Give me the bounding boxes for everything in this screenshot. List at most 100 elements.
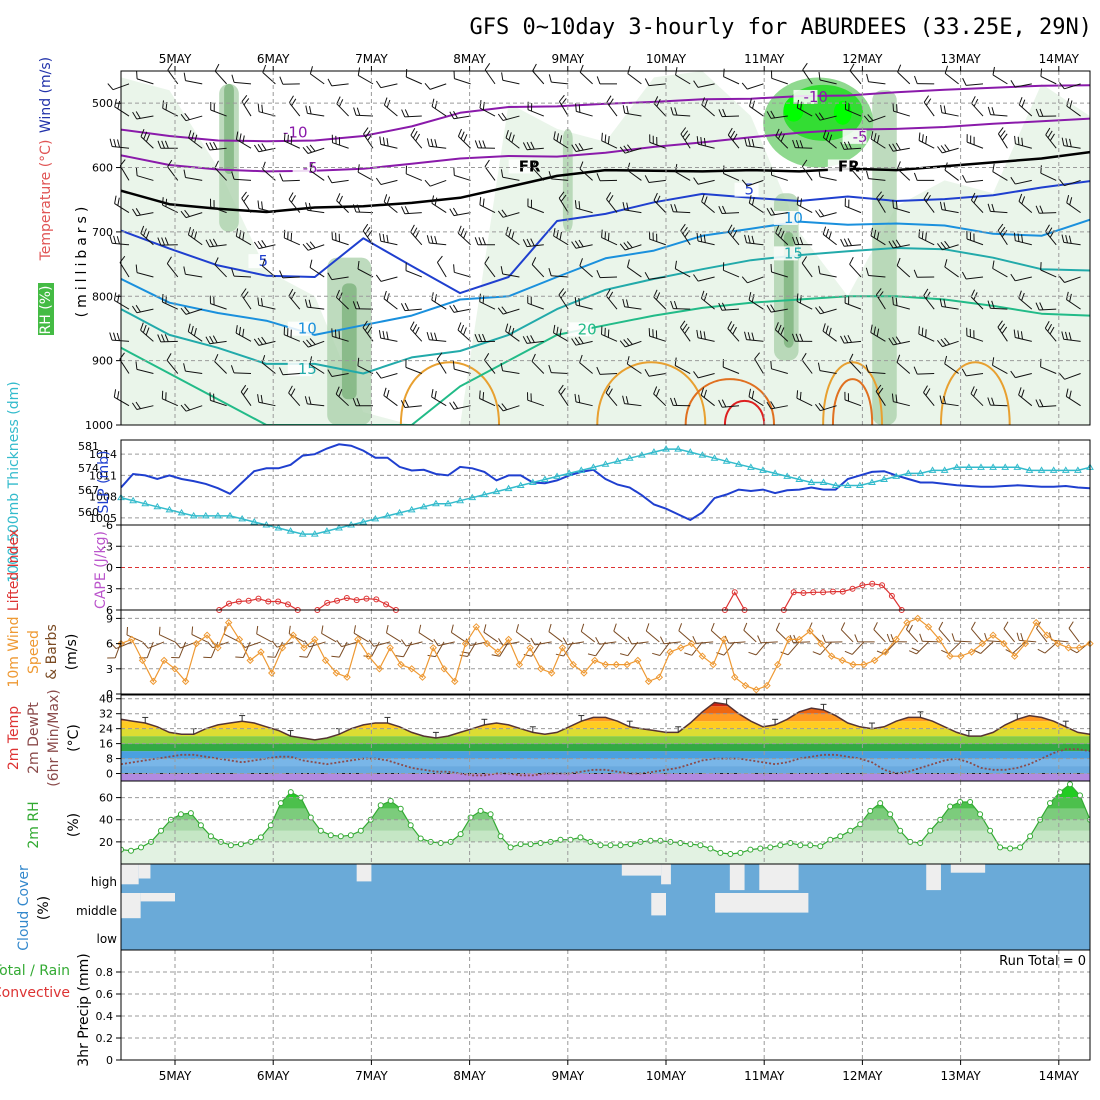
sounding-wind-barb [1010,80,1032,88]
wind-tick: 9 [106,612,113,625]
barb-feather [1039,108,1044,117]
barb-feather [825,228,829,237]
barb-feather [1044,321,1050,329]
barb-feather [821,634,826,643]
wind-label-2: Speed [26,630,42,674]
barb-staff [997,326,1008,342]
barb-staff [114,299,130,310]
barb-feather [693,371,699,379]
barb-feather [722,108,727,117]
barb-staff [844,302,862,310]
barb-feather [183,363,186,372]
precip-run-total: Run Total = 0 [999,954,1086,969]
barb-feather [522,239,528,247]
barb-staff [997,133,1008,149]
barb-staff [236,139,252,149]
barb-staff [1040,172,1057,181]
barb-feather [943,105,947,114]
wind-speed-point [989,631,997,639]
barb-staff [870,138,886,149]
barb-staff [627,266,642,278]
sounding-wind-barb [680,127,691,149]
barb-feather [571,144,577,152]
barb-feather [126,626,128,636]
sounding-wind-barb [849,63,862,85]
barb-feather [674,204,678,213]
barb-feather [679,320,686,328]
barb-staff [942,244,959,251]
barb-staff [1040,75,1057,85]
barb-feather [892,337,898,345]
thickness-point [1013,463,1022,470]
barb-feather [327,369,333,377]
barb-staff [310,73,325,85]
cloud-level-label: low [97,932,118,946]
barb-feather [579,354,583,363]
sounding-wind-barb [114,98,130,117]
sounding-wind-barb [357,164,374,181]
barb-staff [674,365,691,374]
sounding-wind-barb [1035,302,1057,311]
barb-feather [426,331,430,340]
barb-staff [893,147,910,152]
bottom-day-label: 10MAY [646,1069,687,1083]
barb-feather [205,142,211,151]
barb-feather [165,198,168,207]
barb-feather [727,127,733,136]
barb-staff [418,632,434,643]
barb-staff [307,306,325,310]
contour-label: 15 [298,360,317,378]
sounding-wind-barb [449,207,471,217]
sounding-wind-barb [939,201,959,214]
barb-feather [452,361,455,370]
barb-staff [691,641,703,656]
sounding-wind-barb [452,361,471,374]
barb-staff [331,373,349,377]
rh-point [357,827,364,834]
barb-feather [606,192,612,200]
wind-speed-point [580,669,588,677]
barb-staff [146,641,154,658]
wind-speed-point [171,665,179,673]
contour-label: 5 [745,181,755,199]
barb-staff [185,370,203,375]
sounding-wind-barb [336,96,349,117]
sounding-wind-barb [670,107,691,117]
barb-staff [288,295,301,310]
barb-staff [893,304,910,310]
sounding-wind-barb [944,355,959,374]
barb-feather [117,391,120,400]
barb-feather [896,161,901,169]
rh-point [967,799,974,805]
surface-wind-barb [139,641,154,659]
sounding-wind-barb [166,353,179,374]
barb-feather [291,195,296,203]
wind-speed-point [1075,644,1083,652]
sounding-wind-barb [962,77,984,86]
barb-staff [558,294,569,310]
barb-feather [161,140,165,149]
barb-feather [530,141,535,150]
sounding-wind-barb [844,391,862,407]
barb-feather [508,325,512,334]
surface-wind-barb [395,641,413,658]
barb-feather [113,235,117,244]
barb-feather [1021,389,1025,398]
li-point [226,600,233,607]
barb-staff [875,294,886,310]
barb-feather [730,130,736,139]
barb-feather [212,335,218,343]
barb-staff [548,631,563,643]
barb-feather [1039,205,1044,214]
barb-feather [135,304,141,313]
barb-staff [868,178,886,181]
sounding-wind-barb [426,331,447,342]
sounding-wind-barb [484,353,496,374]
rh-point [1027,833,1034,840]
thickness-point [541,475,549,482]
thickness-point [819,478,828,485]
sounding-wind-barb [405,262,422,278]
barb-feather [579,258,583,266]
wind-speed-line [120,617,1091,691]
barb-feather [290,232,293,241]
